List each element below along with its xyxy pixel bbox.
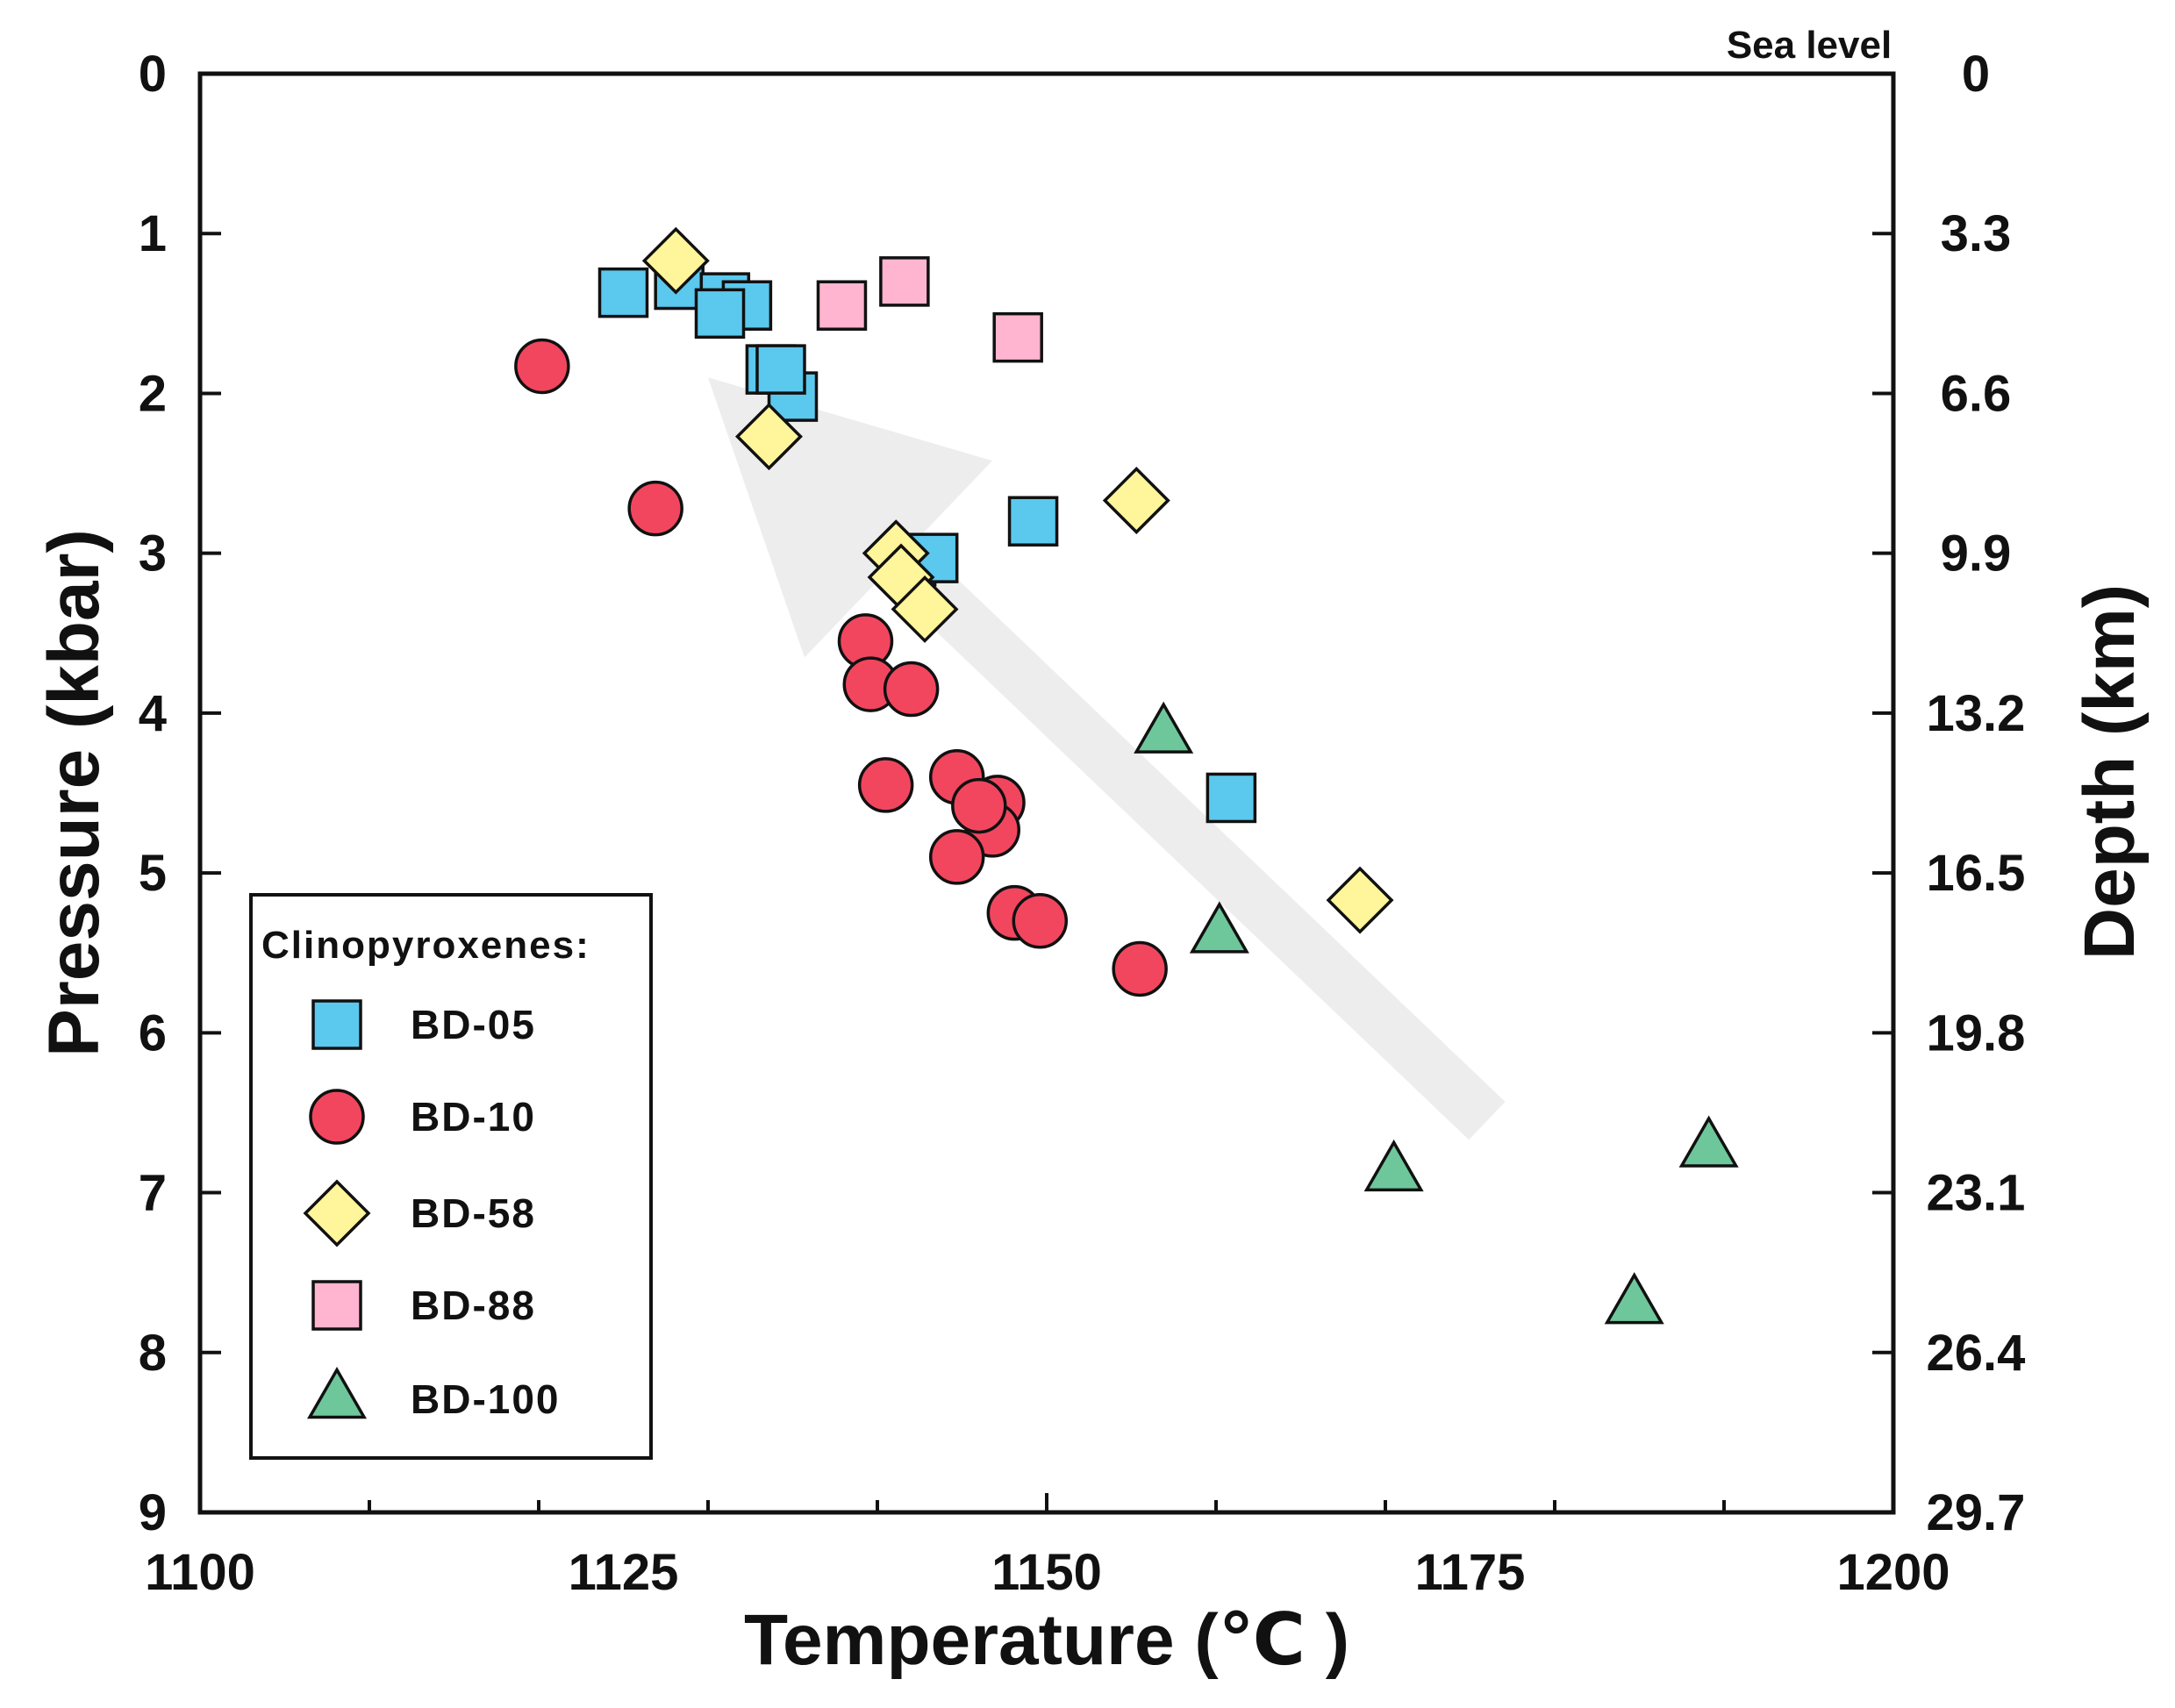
legend-marker-bd-58	[303, 1179, 371, 1247]
data-point-bd-58	[1102, 467, 1170, 535]
x-tick-label: 1175	[1415, 1544, 1526, 1601]
data-point-bd-10	[951, 777, 1007, 834]
y-axis-title: Pressure (kbar)	[34, 529, 114, 1057]
data-point-bd-10	[928, 829, 985, 885]
y-tick-label: 9	[139, 1484, 167, 1541]
legend-item-bd-100: BD-100	[306, 1367, 561, 1422]
data-point-bd-10	[1112, 940, 1168, 997]
data-point-bd-05	[694, 288, 746, 339]
data-point-bd-88	[816, 280, 868, 331]
legend-items: BD-05 BD-10 BD-58 BD-88 BD-100	[303, 999, 561, 1422]
data-point-bd-58	[735, 403, 803, 471]
y-tick-label: 3	[139, 525, 167, 582]
series-bd-58	[641, 226, 1394, 934]
series-bd-10	[514, 338, 1168, 997]
legend-label-bd-58: BD-58	[411, 1190, 536, 1236]
y2-tick-label: 0	[1962, 46, 1990, 103]
sea-level-label: Sea level	[1727, 24, 1892, 67]
data-point-bd-88	[879, 256, 930, 307]
data-point-bd-100	[1189, 901, 1249, 954]
legend-label-bd-10: BD-10	[411, 1094, 536, 1140]
x-tick-label: 1150	[991, 1544, 1102, 1601]
y2-axis-title: Depth (km)	[2070, 584, 2150, 960]
data-point-bd-58	[1326, 866, 1394, 934]
legend-marker-bd-05	[311, 999, 362, 1050]
y-tick-label: 2	[139, 365, 167, 422]
data-point-bd-100	[1678, 1115, 1739, 1168]
legend-item-bd-10: BD-10	[309, 1089, 536, 1145]
axis-tick-labels: 1100 1125 1150 1175 1200 0 1 2 3 4 5 6 7 8 9 0 3.3 6.6 9.9…	[139, 46, 2026, 1601]
data-points	[514, 226, 1739, 1325]
y2-tick-label: 19.8	[1927, 1004, 2026, 1061]
data-point-bd-100	[1363, 1139, 1424, 1192]
data-point-bd-10	[883, 661, 940, 718]
x-tick-label: 1100	[145, 1544, 255, 1601]
data-point-bd-05	[1007, 496, 1059, 547]
legend-label-bd-100: BD-100	[411, 1376, 561, 1422]
data-point-bd-58	[641, 226, 710, 295]
data-point-bd-100	[1604, 1272, 1664, 1325]
y2-tick-label: 9.9	[1941, 525, 2012, 582]
y2-tick-label: 3.3	[1941, 205, 2012, 262]
data-point-bd-100	[1134, 701, 1194, 754]
y-tick-label: 5	[139, 845, 167, 902]
legend-marker-bd-10	[309, 1089, 365, 1145]
legend-label-bd-05: BD-05	[411, 1002, 536, 1047]
y2-tick-label: 29.7	[1927, 1484, 2026, 1541]
x-tick-label: 1125	[569, 1544, 679, 1601]
y-tick-label: 4	[139, 685, 167, 742]
y-tick-label: 7	[139, 1165, 167, 1222]
legend-marker-bd-88	[311, 1280, 362, 1331]
y-tick-label: 8	[139, 1325, 167, 1382]
legend-box	[249, 893, 653, 1460]
legend-label-bd-88: BD-88	[411, 1283, 536, 1328]
y2-tick-label: 23.1	[1927, 1165, 2026, 1222]
x-tick-label: 1200	[1836, 1544, 1950, 1601]
data-point-bd-58	[891, 575, 959, 643]
y-tick-label: 6	[139, 1004, 167, 1061]
data-point-bd-10	[627, 480, 683, 537]
y2-tick-label: 13.2	[1927, 685, 2026, 742]
legend: Clinopyroxenes: BD-05 BD-10 BD-58 BD-88 BD-1…	[249, 893, 653, 1460]
legend-marker-bd-100	[306, 1367, 368, 1419]
data-point-bd-10	[514, 338, 570, 395]
y2-tick-label: 16.5	[1927, 845, 2026, 902]
series-bd-88	[816, 256, 1043, 363]
legend-item-bd-88: BD-88	[311, 1280, 536, 1331]
series-bd-100	[1134, 701, 1739, 1325]
legend-title: Clinopyroxenes:	[261, 924, 590, 967]
legend-item-bd-58: BD-58	[303, 1179, 536, 1247]
y-tick-label: 1	[139, 205, 167, 262]
data-point-bd-05	[755, 344, 806, 395]
y2-tick-label: 6.6	[1941, 365, 2012, 422]
data-point-bd-05	[597, 267, 649, 318]
y-tick-label: 0	[139, 46, 167, 103]
axis-ticks	[200, 232, 1893, 1512]
data-point-bd-10	[1012, 893, 1069, 949]
legend-item-bd-05: BD-05	[311, 999, 536, 1050]
data-point-bd-05	[1206, 772, 1257, 824]
data-point-bd-10	[857, 757, 914, 813]
data-point-bd-88	[992, 311, 1043, 363]
y2-tick-label: 26.4	[1927, 1325, 2026, 1382]
x-axis-title: Temperature (℃ )	[744, 1600, 1349, 1680]
